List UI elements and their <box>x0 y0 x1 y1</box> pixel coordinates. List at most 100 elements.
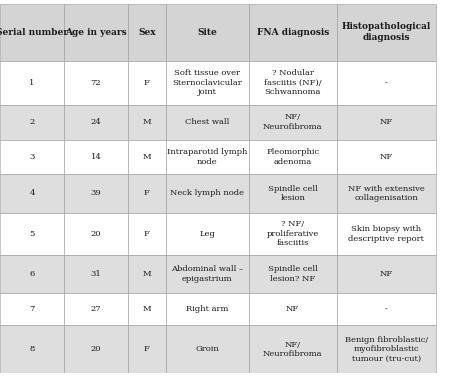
Bar <box>337 174 436 213</box>
Bar <box>337 255 436 293</box>
Bar <box>64 213 128 255</box>
Bar <box>166 61 249 105</box>
Bar <box>249 105 337 139</box>
Text: Leg: Leg <box>200 230 215 238</box>
Bar <box>128 61 166 105</box>
Bar <box>64 293 128 325</box>
Bar <box>249 61 337 105</box>
Text: -: - <box>385 305 388 313</box>
Text: Chest wall: Chest wall <box>185 118 229 126</box>
Text: -: - <box>385 79 388 87</box>
Text: Right arm: Right arm <box>186 305 228 313</box>
Text: ? NF/
proliferative
fasciitis: ? NF/ proliferative fasciitis <box>266 220 319 247</box>
Bar <box>128 105 166 139</box>
Text: NF: NF <box>380 153 393 161</box>
Bar <box>337 105 436 139</box>
Text: 20: 20 <box>91 345 101 353</box>
Text: 2: 2 <box>29 118 35 126</box>
Text: M: M <box>143 270 151 278</box>
Bar <box>128 139 166 174</box>
Bar <box>0 213 64 255</box>
Bar <box>166 4 249 61</box>
Text: Groin: Groin <box>195 345 219 353</box>
Bar <box>0 174 64 213</box>
Bar <box>166 174 249 213</box>
Bar <box>128 325 166 373</box>
Text: M: M <box>143 118 151 126</box>
Text: Intraparotid lymph
node: Intraparotid lymph node <box>167 148 247 166</box>
Bar <box>249 293 337 325</box>
Text: 39: 39 <box>91 189 101 197</box>
Bar <box>64 61 128 105</box>
Bar <box>166 293 249 325</box>
Text: 20: 20 <box>91 230 101 238</box>
Bar <box>166 255 249 293</box>
Text: NF: NF <box>380 118 393 126</box>
Text: Spindle cell
lesion: Spindle cell lesion <box>268 185 318 202</box>
Bar <box>128 255 166 293</box>
Text: 31: 31 <box>91 270 101 278</box>
Text: 1: 1 <box>29 79 35 87</box>
Bar <box>166 105 249 139</box>
Text: F: F <box>144 189 150 197</box>
Bar <box>0 293 64 325</box>
Bar <box>64 174 128 213</box>
Bar <box>337 213 436 255</box>
Text: 72: 72 <box>91 79 101 87</box>
Text: 7: 7 <box>29 305 35 313</box>
Text: F: F <box>144 230 150 238</box>
Bar <box>0 105 64 139</box>
Text: ? Nodular
fasciitis (NF)/
Schwannoma: ? Nodular fasciitis (NF)/ Schwannoma <box>264 69 321 96</box>
Text: Neck lymph node: Neck lymph node <box>170 189 245 197</box>
Bar <box>64 139 128 174</box>
Text: M: M <box>143 305 151 313</box>
Bar <box>64 4 128 61</box>
Bar <box>337 4 436 61</box>
Bar <box>64 325 128 373</box>
Bar <box>337 293 436 325</box>
Bar <box>0 255 64 293</box>
Text: 27: 27 <box>91 305 101 313</box>
Text: 3: 3 <box>29 153 35 161</box>
Bar <box>249 255 337 293</box>
Text: 24: 24 <box>91 118 101 126</box>
Text: Pleomorphic
adenoma: Pleomorphic adenoma <box>266 148 319 166</box>
Bar <box>249 139 337 174</box>
Text: 8: 8 <box>29 345 35 353</box>
Text: FNA diagnosis: FNA diagnosis <box>256 28 329 37</box>
Text: Abdominal wall –
epigastrium: Abdominal wall – epigastrium <box>171 265 244 283</box>
Bar <box>337 61 436 105</box>
Text: NF with extensive
collagenisation: NF with extensive collagenisation <box>348 185 425 202</box>
Text: Site: Site <box>198 28 217 37</box>
Bar <box>0 4 64 61</box>
Bar <box>166 325 249 373</box>
Text: 14: 14 <box>91 153 101 161</box>
Bar <box>249 213 337 255</box>
Bar <box>128 174 166 213</box>
Text: 4: 4 <box>29 189 35 197</box>
Bar <box>0 61 64 105</box>
Bar <box>64 255 128 293</box>
Bar <box>128 293 166 325</box>
Bar <box>249 325 337 373</box>
Bar <box>0 325 64 373</box>
Text: Skin biopsy with
descriptive report: Skin biopsy with descriptive report <box>348 225 424 243</box>
Text: Spindle cell
lesion? NF: Spindle cell lesion? NF <box>268 265 318 283</box>
Bar <box>0 139 64 174</box>
Bar <box>337 139 436 174</box>
Text: Age in years: Age in years <box>65 28 127 37</box>
Text: NF/
Neurofibroma: NF/ Neurofibroma <box>263 114 322 131</box>
Text: Serial number: Serial number <box>0 28 68 37</box>
Text: M: M <box>143 153 151 161</box>
Text: NF/
Neurofibroma: NF/ Neurofibroma <box>263 341 322 358</box>
Bar <box>249 174 337 213</box>
Text: NF: NF <box>380 270 393 278</box>
Text: F: F <box>144 79 150 87</box>
Bar <box>337 325 436 373</box>
Text: F: F <box>144 345 150 353</box>
Text: 6: 6 <box>29 270 35 278</box>
Text: 5: 5 <box>29 230 35 238</box>
Text: NF: NF <box>286 305 299 313</box>
Bar <box>249 4 337 61</box>
Bar <box>128 4 166 61</box>
